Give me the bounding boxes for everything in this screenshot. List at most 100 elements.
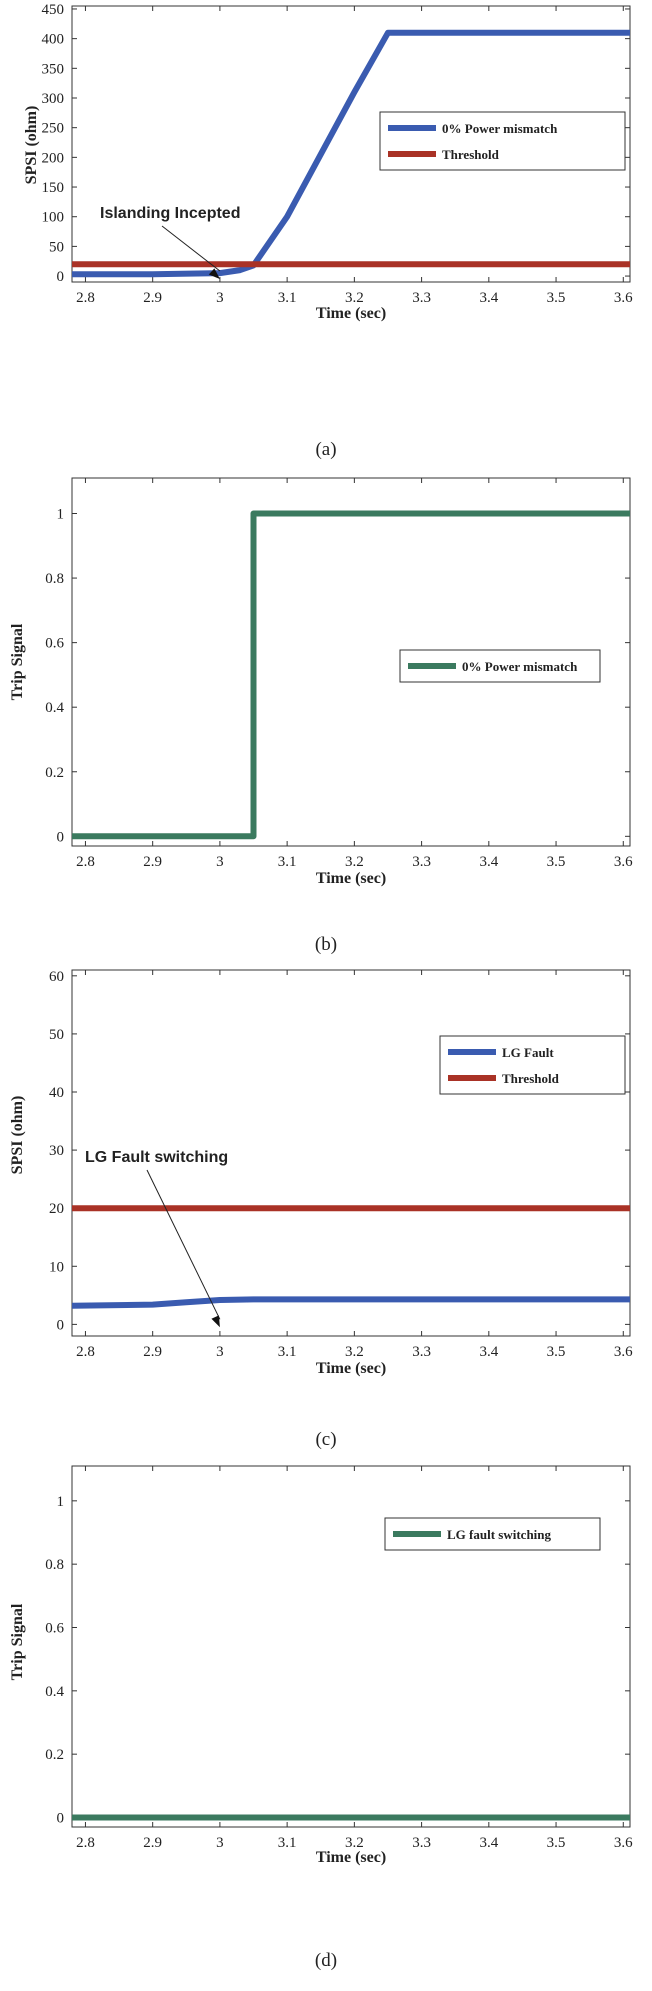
legend-label: 0% Power mismatch: [442, 121, 558, 136]
x-tick-label: 3.6: [614, 1835, 633, 1851]
x-tick-label: 3.6: [614, 290, 633, 306]
x-axis-label: Time (sec): [316, 870, 386, 887]
chart-panel-3: 2.8 2.9 3 3.1 3.2 3.3 3.4 3.5 3.6 0 10 20 30 40 50 60 Ti…: [9, 969, 633, 1450]
x-tick-label: 2.8: [76, 854, 95, 870]
legend-label: 0% Power mismatch: [462, 659, 578, 674]
y-tick-label: 10: [49, 1259, 64, 1275]
y-tick-label: 0.8: [45, 571, 64, 587]
y-tick-label: 0: [57, 829, 65, 845]
y-tick-label: 0: [57, 1811, 65, 1827]
y-tick-label: 1: [57, 1494, 65, 1510]
x-tick-label: 3.1: [278, 1344, 297, 1360]
y-tick-label: 0.8: [45, 1557, 64, 1573]
annotation-arrow-head: [208, 268, 220, 280]
y-tick-label: 0: [57, 1317, 65, 1333]
y-tick-label: 40: [49, 1085, 64, 1101]
x-tick-label: 3.5: [547, 1344, 566, 1360]
legend-box: [379, 111, 626, 171]
legend-label: LG Fault: [502, 1045, 554, 1060]
series-line-0-power-mismatch: [72, 29, 630, 278]
y-tick-label: 60: [49, 969, 64, 985]
x-tick-label: 3.4: [479, 854, 498, 870]
x-tick-label: 3.6: [614, 1344, 633, 1360]
y-axis-label: SPSI (ohm): [23, 106, 40, 185]
panel-caption: (a): [315, 439, 336, 460]
legend: 0% Power mismatch: [399, 649, 601, 683]
x-tick-label: 3.5: [547, 854, 566, 870]
x-tick-label: 3.3: [412, 1835, 431, 1851]
y-tick-label: 0.2: [45, 1747, 64, 1763]
x-axis-label: Time (sec): [316, 305, 386, 322]
x-tick-label: 3.6: [614, 854, 633, 870]
x-tick-label: 3.5: [547, 1835, 566, 1851]
y-tick-label: 50: [49, 239, 64, 255]
x-tick-label: 3.4: [479, 1344, 498, 1360]
panel-caption: (c): [315, 1429, 336, 1450]
panel-caption: (d): [315, 1950, 337, 1971]
chart-panel-2: 2.8 2.9 3 3.1 3.2 3.3 3.4 3.5 3.6 0 0.2 0.4 0.6 0.8 1 T…: [9, 477, 633, 955]
x-tick-label: 2.8: [76, 1344, 95, 1360]
y-tick-label: 300: [42, 91, 65, 107]
x-tick-label: 3.3: [412, 854, 431, 870]
x-tick-label: 2.9: [143, 854, 162, 870]
x-tick-label: 2.9: [143, 290, 162, 306]
y-tick-label: 0.4: [45, 700, 64, 716]
legend: 0% Power mismatch Threshold: [379, 111, 626, 171]
y-tick-label: 0: [57, 269, 65, 285]
x-tick-label: 3.2: [345, 1344, 364, 1360]
y-tick-label: 100: [42, 210, 65, 226]
x-tick-label: 3.3: [412, 1344, 431, 1360]
series-line-0-power-mismatch: [72, 510, 630, 840]
x-tick-label: 3.4: [479, 290, 498, 306]
x-axis-label: Time (sec): [316, 1849, 386, 1866]
y-axis-label: SPSI (ohm): [9, 1096, 26, 1175]
panel-caption: (b): [315, 934, 337, 955]
plot-frame: [71, 969, 631, 1337]
legend-label: Threshold: [502, 1071, 560, 1086]
y-tick-label: 150: [42, 180, 65, 196]
x-tick-label: 3.2: [345, 290, 364, 306]
y-tick-label: 450: [42, 2, 65, 18]
x-tick-label: 3.2: [345, 854, 364, 870]
y-tick-label: 0.2: [45, 765, 64, 781]
legend-label: Threshold: [442, 147, 500, 162]
x-tick-label: 3: [216, 1835, 224, 1851]
annotation-text: LG Fault switching: [85, 1149, 228, 1166]
x-tick-label: 3.3: [412, 290, 431, 306]
annotation-arrow-line: [161, 225, 221, 272]
y-tick-label: 400: [42, 32, 65, 48]
y-axis-label: Trip Signal: [9, 623, 26, 700]
x-tick-label: 3.1: [278, 290, 297, 306]
chart-panel-1: 2.8 2.9 3 3.1 3.2 3.3 3.4 3.5 3.6 0 50 100 150 200 250…: [23, 2, 633, 460]
y-tick-label: 20: [49, 1201, 64, 1217]
x-axis-label: Time (sec): [316, 1360, 386, 1377]
x-tick-label: 2.9: [143, 1344, 162, 1360]
x-tick-label: 2.8: [76, 290, 95, 306]
x-tick-label: 3.2: [345, 1835, 364, 1851]
y-tick-label: 250: [42, 121, 65, 137]
y-tick-label: 0.4: [45, 1684, 64, 1700]
chart-panel-4: 2.8 2.9 3 3.1 3.2 3.3 3.4 3.5 3.6 0 0.2 0.4 0.6 0.8 1 T…: [9, 1465, 633, 1971]
x-tick-label: 3: [216, 290, 224, 306]
x-tick-label: 3.1: [278, 854, 297, 870]
x-tick-label: 3.1: [278, 1835, 297, 1851]
series-line-lg-fault: [72, 1296, 630, 1309]
y-tick-label: 0.6: [45, 636, 64, 652]
x-tick-label: 3: [216, 854, 224, 870]
y-tick-label: 350: [42, 61, 65, 77]
y-tick-label: 200: [42, 150, 65, 166]
y-tick-label: 50: [49, 1027, 64, 1043]
y-tick-label: 30: [49, 1143, 64, 1159]
y-tick-label: 1: [57, 507, 65, 523]
x-tick-label: 3: [216, 1344, 224, 1360]
legend: LG Fault Threshold: [439, 1035, 626, 1095]
x-tick-label: 3.5: [547, 290, 566, 306]
annotation-arrow-head: [211, 1315, 220, 1328]
legend-box: [439, 1035, 626, 1095]
annotation-arrow-line: [146, 1169, 221, 1320]
x-tick-label: 3.4: [479, 1835, 498, 1851]
y-tick-label: 0.6: [45, 1621, 64, 1637]
legend: LG fault switching: [384, 1517, 601, 1551]
